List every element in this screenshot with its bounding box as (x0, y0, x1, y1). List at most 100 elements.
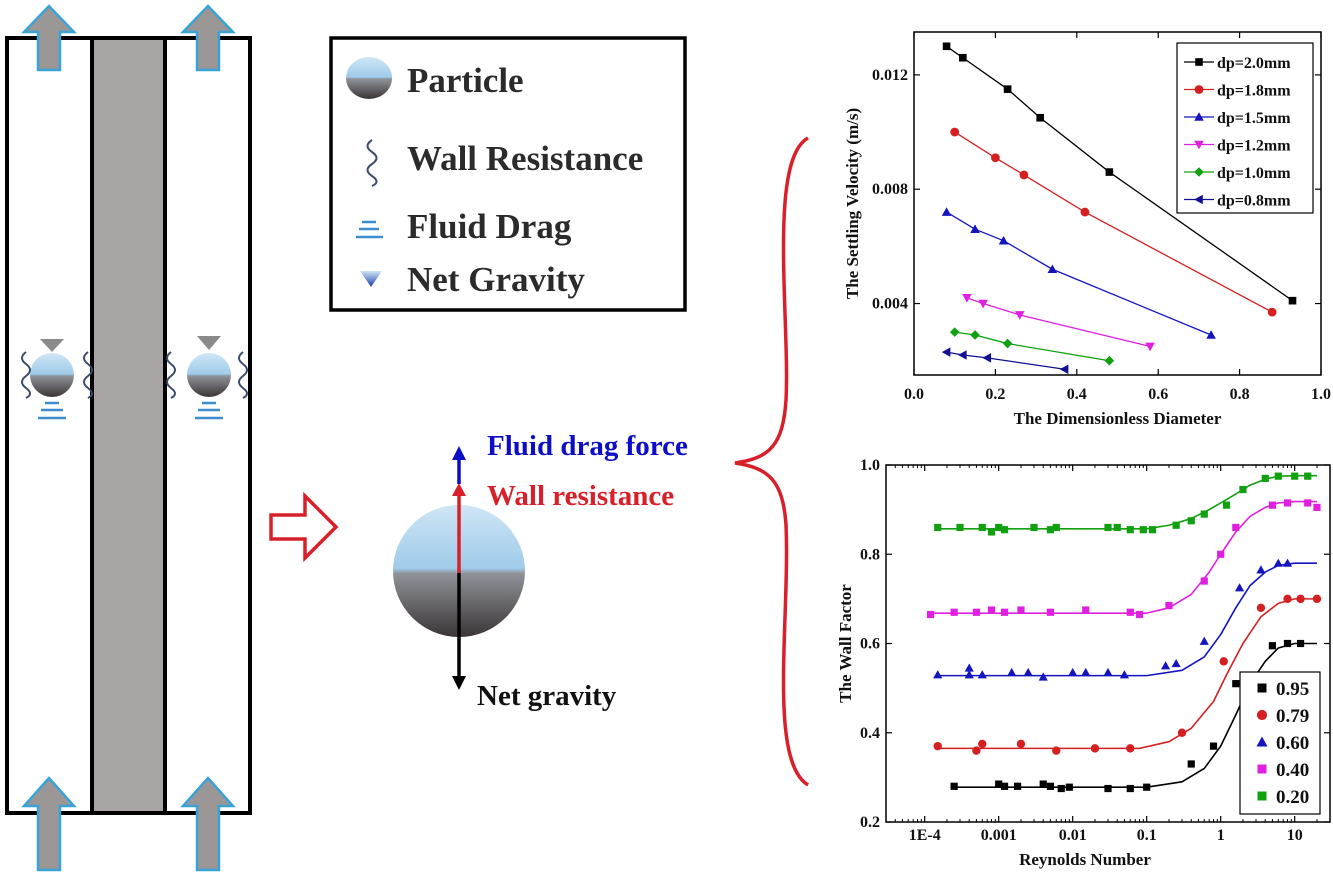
data-point (1145, 342, 1155, 352)
particle-icon (30, 353, 74, 397)
series-line (966, 297, 1151, 348)
arrow-down-icon (452, 676, 466, 690)
data-point (1023, 667, 1033, 677)
x-tick-label: 0.2 (985, 386, 1005, 403)
data-point (941, 347, 951, 357)
wall-resistance-icon (83, 351, 93, 399)
data-point (998, 235, 1009, 245)
fit-curve (937, 474, 1317, 530)
data-point (1304, 499, 1312, 507)
net-gravity-icon (197, 336, 221, 350)
x-axis-label: Reynolds Number (1019, 850, 1151, 869)
legend-wall-resistance-label: Wall Resistance (407, 139, 643, 178)
data-point (1126, 784, 1134, 793)
data-point (1052, 746, 1061, 755)
data-point (941, 207, 952, 216)
upward-flow-arrow-icon (180, 4, 236, 72)
data-point (987, 606, 996, 614)
legend-marker (1257, 683, 1267, 693)
data-point (1283, 639, 1292, 648)
upward-flow-arrow-icon (21, 4, 77, 72)
wall-resistance-icon (166, 351, 176, 399)
data-point (972, 608, 981, 616)
series-0.20 (934, 472, 1317, 536)
data-point (1268, 501, 1277, 509)
y-tick-label: 0.4 (860, 725, 880, 742)
data-point (1222, 501, 1231, 509)
data-point (1200, 577, 1208, 585)
data-point (1313, 503, 1321, 511)
data-point (1065, 783, 1073, 791)
data-point (1187, 517, 1195, 525)
x-tick-label: 10 (1287, 827, 1303, 844)
x-axis-label: The Dimensionless Diameter (1014, 409, 1222, 428)
data-point (1160, 661, 1171, 670)
data-point (949, 327, 960, 337)
series-dp=0.8mm (941, 347, 1069, 375)
data-point (1103, 667, 1113, 677)
legend-box (1176, 42, 1314, 214)
data-point (1217, 550, 1225, 558)
particle-icon (187, 353, 231, 397)
data-point (1200, 510, 1208, 518)
data-point (1059, 364, 1069, 375)
series-0.40 (926, 499, 1321, 619)
legend-marker (1194, 194, 1203, 205)
fluid-drag-force-label: Fluid drag force (487, 430, 688, 462)
data-point (1104, 523, 1112, 532)
x-tick-label: 0.8 (1230, 386, 1250, 403)
x-tick-label: 0.0 (904, 386, 924, 403)
data-point (1296, 594, 1305, 604)
data-point (978, 739, 987, 749)
fit-curve (937, 562, 1317, 677)
legend-label: dp=1.0mm (1217, 165, 1291, 182)
data-point (942, 42, 951, 51)
data-point (964, 663, 974, 672)
wall-resistance-icon (238, 351, 248, 399)
data-point (1312, 594, 1322, 604)
legend-fluid-drag-label: Fluid Drag (407, 207, 572, 246)
legend-particle-label: Particle (407, 61, 524, 100)
legend-marker (1256, 736, 1268, 747)
hollow-right-arrow-icon (269, 491, 339, 563)
series-dp=1.2mm (962, 294, 1155, 352)
data-point (1256, 603, 1266, 612)
data-point (1007, 667, 1017, 677)
legend-marker (1194, 140, 1204, 150)
y-axis-label: The Wall Factor (836, 584, 855, 703)
data-point (1068, 667, 1078, 677)
data-point (1015, 311, 1025, 320)
series-dp=1.8mm (950, 127, 1277, 317)
legend-label: dp=2.0mm (1217, 55, 1291, 72)
series-line (954, 331, 1110, 362)
legend-label: dp=0.8mm (1217, 193, 1291, 210)
data-point (1282, 558, 1293, 567)
data-point (978, 523, 986, 532)
data-point (1081, 667, 1091, 677)
data-point (972, 746, 981, 755)
particle-left (21, 339, 93, 420)
data-point (926, 610, 935, 619)
x-tick-label: 0.01 (1059, 827, 1087, 844)
data-point (1113, 523, 1121, 532)
data-point (1036, 113, 1044, 122)
data-point (1030, 523, 1038, 532)
arrow-up-icon (452, 446, 466, 460)
data-point (1165, 601, 1173, 610)
data-point (950, 608, 958, 616)
legend-net-gravity-label: Net Gravity (407, 260, 585, 299)
y-tick-label: 0.8 (860, 546, 880, 563)
data-point (964, 670, 974, 679)
y-tick-label: 0.012 (872, 67, 908, 84)
data-point (1002, 338, 1013, 349)
plot-frame (913, 31, 1322, 376)
y-tick-label: 0.2 (860, 814, 880, 831)
legend-marker (1257, 791, 1267, 801)
data-point (1219, 657, 1228, 666)
data-point (1047, 264, 1058, 274)
settling-velocity-chart: 0.0 0.2 0.4 0.6 0.8 1.0 0.004 0.008 0.012 The Dim… (843, 31, 1331, 428)
inner-pipe-core (90, 36, 167, 815)
data-point (933, 741, 942, 751)
x-tick-label: 1 (1217, 827, 1225, 844)
